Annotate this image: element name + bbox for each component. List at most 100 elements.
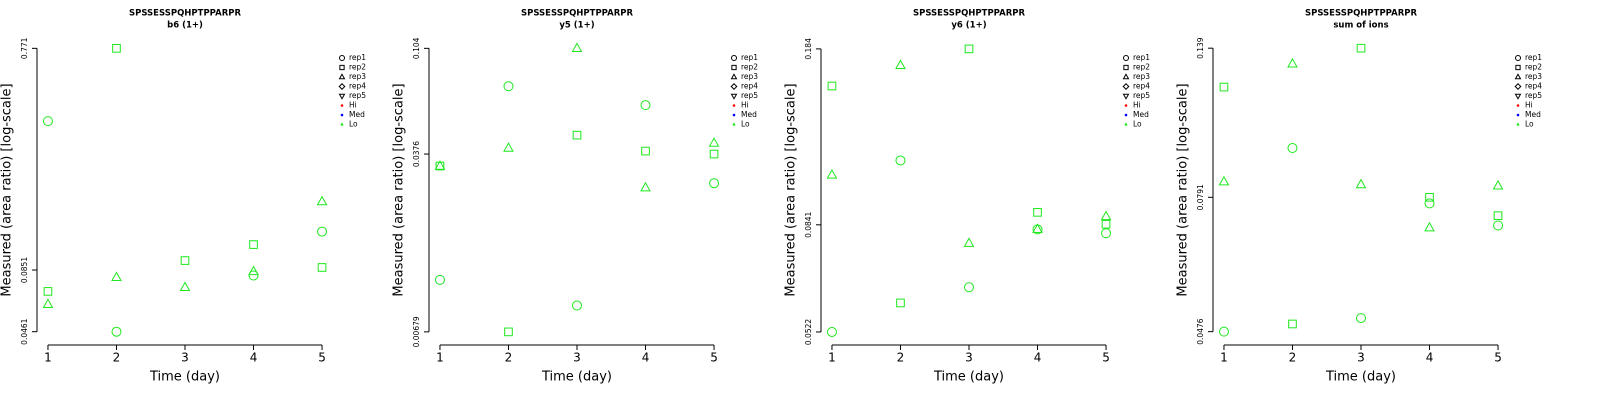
point	[316, 195, 328, 206]
point	[504, 327, 513, 337]
point	[708, 137, 720, 147]
x-tick-label: 1	[1220, 351, 1228, 365]
legend-symbol	[338, 83, 346, 90]
legend-symbol	[1514, 73, 1522, 80]
legend-label: rep3	[349, 72, 366, 81]
point	[1101, 219, 1111, 229]
point	[1493, 211, 1503, 220]
point	[1287, 57, 1298, 68]
legend-label: rep2	[349, 63, 366, 72]
legend-swatch	[1124, 123, 1128, 126]
x-tick-label: 4	[642, 351, 650, 365]
point	[179, 281, 191, 292]
legend-label: rep4	[1133, 82, 1150, 91]
point	[571, 42, 583, 52]
point	[42, 116, 53, 127]
point	[434, 160, 446, 170]
y-axis-label: Measured (area ratio) [log-scale]	[784, 83, 799, 296]
y-tick-label: 0.139	[1196, 37, 1205, 59]
point	[895, 59, 906, 70]
point	[111, 326, 122, 337]
chart-title: SPSSESSPQHPTPPARPR	[129, 9, 242, 19]
x-tick-label: 5	[1102, 351, 1110, 365]
y-tick-label: 0.0791	[1196, 184, 1205, 210]
point	[1032, 223, 1043, 234]
legend-symbol	[339, 64, 345, 71]
y-tick-label: 0.0461	[20, 318, 29, 344]
legend-label: rep1	[741, 53, 758, 62]
point	[827, 81, 837, 91]
legend-symbol	[1123, 55, 1129, 61]
point	[180, 256, 190, 265]
y-tick-label: 0.771	[20, 37, 29, 59]
point	[709, 149, 719, 159]
point	[1101, 228, 1112, 239]
point	[503, 142, 514, 152]
legend-swatch	[340, 104, 344, 107]
legend-label: Med	[1525, 110, 1541, 119]
legend-label: rep4	[349, 82, 366, 91]
x-tick-label: 4	[1426, 351, 1434, 365]
point	[248, 265, 259, 276]
point	[1356, 313, 1366, 324]
point	[1033, 208, 1042, 217]
point	[434, 274, 445, 285]
point	[572, 300, 582, 311]
point	[1424, 221, 1435, 232]
legend-swatch	[1516, 104, 1520, 107]
x-tick-label: 2	[505, 351, 513, 365]
chart-subtitle: b6 (1+)	[167, 21, 203, 31]
legend-label: rep2	[741, 63, 758, 72]
point	[640, 181, 651, 192]
chart-subtitle: y5 (1+)	[559, 21, 594, 31]
legend-swatch	[1124, 113, 1128, 117]
legend-label: rep2	[1133, 63, 1150, 72]
point	[826, 168, 838, 179]
legend-symbol	[731, 55, 737, 61]
y-tick-label: 0.0376	[412, 141, 421, 167]
legend-label: Med	[741, 110, 757, 119]
legend-label: rep3	[741, 72, 758, 81]
x-tick-label: 2	[897, 351, 905, 365]
legend-symbol	[338, 93, 346, 100]
legend-swatch	[1124, 104, 1128, 107]
point	[1356, 43, 1366, 53]
legend-label: Med	[349, 110, 365, 119]
legend-label: Hi	[349, 101, 357, 110]
point	[709, 178, 720, 189]
legend-symbol	[731, 64, 737, 71]
point	[1425, 192, 1434, 202]
legend-label: rep4	[741, 82, 758, 91]
legend-swatch	[340, 123, 344, 126]
legend-symbol	[1122, 83, 1130, 90]
x-tick-label: 3	[965, 351, 973, 365]
panel: SPSSESSPQHPTPPARPR sum of ions Time (day) M…	[1176, 9, 1543, 385]
y-tick-label: 0.0476	[1196, 318, 1205, 344]
y-tick-label: 0.0841	[804, 211, 813, 237]
point	[1100, 210, 1112, 221]
legend-swatch	[732, 123, 736, 126]
point	[248, 270, 259, 281]
point	[317, 263, 327, 272]
y-tick-label: 0.0522	[804, 319, 813, 345]
x-tick-label: 1	[828, 351, 836, 365]
x-tick-label: 5	[710, 351, 718, 365]
x-axis-label: Time (day)	[933, 370, 1004, 385]
legend-symbol	[730, 83, 738, 90]
legend-symbol	[1514, 93, 1522, 100]
legend-label: Hi	[1133, 101, 1141, 110]
point	[43, 287, 53, 296]
x-tick-label: 4	[250, 351, 258, 365]
point	[249, 240, 258, 249]
legend-label: rep5	[1525, 91, 1542, 100]
x-axis-label: Time (day)	[541, 370, 612, 385]
x-tick-label: 5	[318, 351, 326, 365]
point	[1424, 198, 1435, 209]
legend-symbol	[338, 73, 346, 80]
point	[640, 100, 651, 111]
point	[1219, 82, 1229, 92]
x-tick-label: 4	[1034, 351, 1042, 365]
point	[1218, 326, 1229, 337]
legend-label: rep5	[741, 91, 758, 100]
